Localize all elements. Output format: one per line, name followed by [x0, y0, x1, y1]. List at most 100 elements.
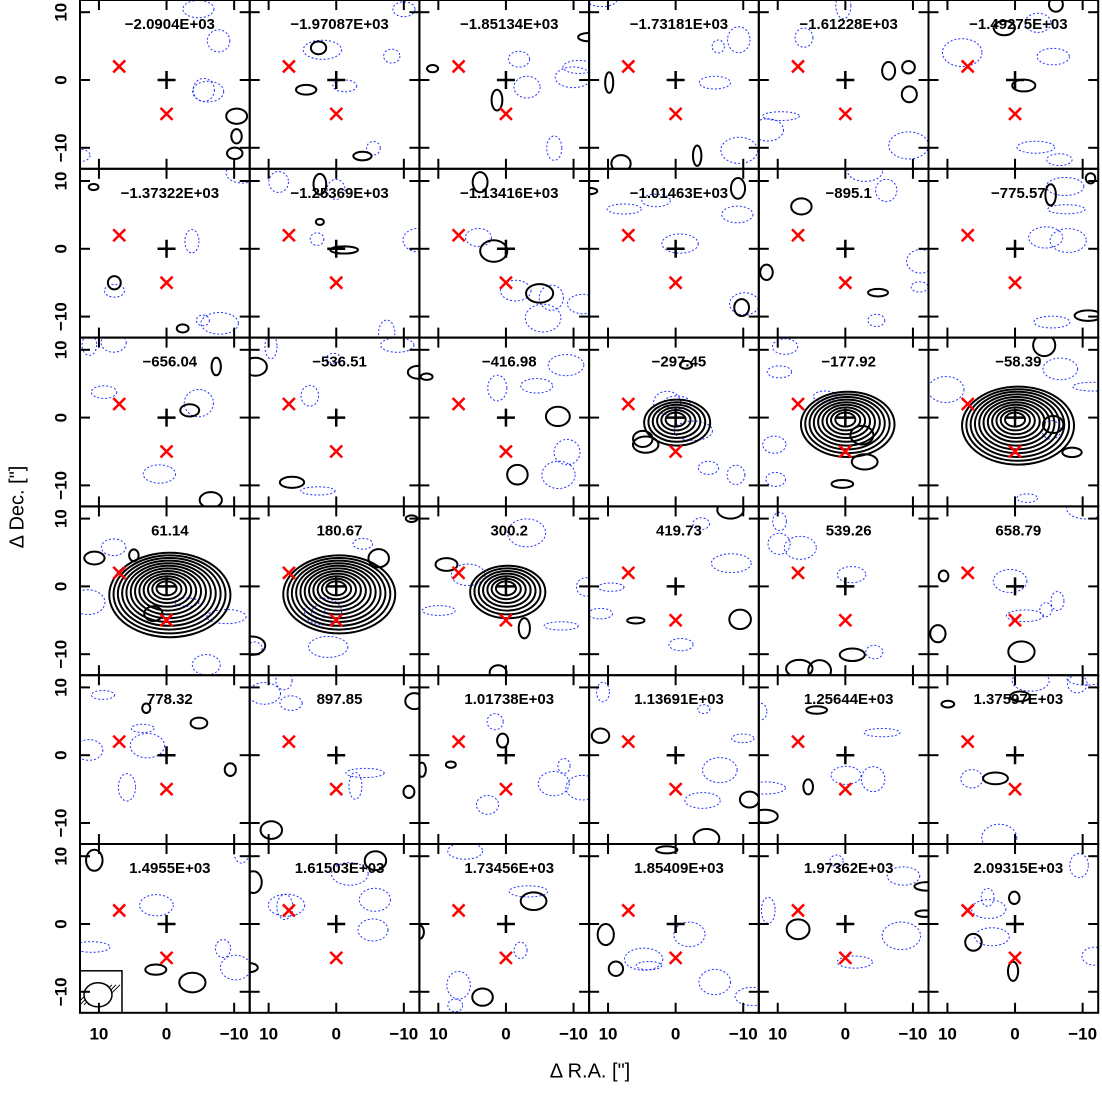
center-cross [1006, 746, 1024, 764]
negative-contour [1048, 205, 1085, 214]
y-tick-label: 0 [51, 413, 70, 422]
negative-contour [476, 796, 498, 815]
source-marker [622, 229, 634, 241]
negative-contour [234, 838, 250, 863]
source-marker [330, 108, 342, 120]
y-tick-label: 0 [51, 919, 70, 928]
channel-label: −58.39 [995, 354, 1041, 371]
negative-contour [868, 314, 885, 326]
x-tick-label: 0 [671, 1024, 680, 1043]
x-tick-label: −10 [389, 1024, 418, 1043]
negative-contour [71, 590, 105, 615]
source-marker [330, 277, 342, 289]
negative-contour [711, 554, 751, 573]
negative-contour [207, 30, 229, 52]
channel-label: 1.01738E+03 [464, 691, 554, 708]
source-marker [330, 952, 342, 964]
negative-contour [508, 51, 529, 67]
x-tick-label: 10 [259, 1024, 278, 1043]
center-cross [667, 577, 685, 595]
negative-contour [907, 250, 935, 274]
source-marker [161, 614, 173, 626]
positive-contour [930, 625, 945, 642]
positive-contour [179, 973, 205, 993]
negative-contour [558, 759, 570, 774]
y-tick-label: −10 [51, 302, 70, 331]
negative-contour [699, 969, 731, 994]
source-marker [839, 108, 851, 120]
positive-contour [490, 665, 507, 680]
x-tick-label: 0 [841, 1024, 850, 1043]
negative-contour [487, 714, 503, 730]
negative-contour [192, 655, 220, 675]
negative-contour [961, 770, 983, 788]
negative-contour [554, 439, 580, 464]
negative-contour [1040, 603, 1052, 617]
source-marker [161, 108, 173, 120]
positive-contour [84, 552, 104, 565]
x-tick-label: 10 [429, 1024, 448, 1043]
negative-contour [1029, 227, 1063, 248]
negative-contour [928, 377, 964, 403]
source-marker [839, 445, 851, 457]
positive-contour [245, 871, 262, 893]
negative-contour [752, 119, 784, 141]
negative-contour [911, 282, 928, 292]
x-tick-label: −10 [220, 1024, 249, 1043]
positive-contour [231, 129, 241, 143]
positive-contour [902, 86, 917, 102]
source-marker [113, 60, 125, 72]
source-marker [500, 783, 512, 795]
channel-label: −1.01463E+03 [630, 185, 728, 202]
panel: −1.01463E+03 [581, 169, 759, 338]
negative-contour [353, 538, 373, 549]
contours [422, 519, 596, 680]
negative-contour [196, 315, 209, 326]
panel: −58.39 [928, 334, 1102, 506]
y-tick-label: 10 [51, 847, 70, 866]
center-cross [497, 915, 515, 933]
source-marker [792, 736, 804, 748]
center-cross [836, 240, 854, 258]
panel: 1.25644E+03 [746, 675, 929, 844]
negative-contour [131, 724, 154, 732]
positive-contour [421, 374, 433, 380]
negative-contour [685, 793, 720, 809]
positive-contour [693, 145, 701, 165]
positive-contour [983, 773, 1008, 785]
panel: −895.1 [759, 162, 935, 338]
negative-contour [993, 569, 1027, 592]
source-marker [500, 445, 512, 457]
center-cross [836, 577, 854, 595]
negative-contour [766, 472, 786, 486]
negative-contour [728, 27, 750, 53]
center-cross [327, 71, 345, 89]
center-cross [836, 915, 854, 933]
channel-label: 300.2 [490, 522, 528, 539]
source-marker [962, 736, 974, 748]
source-marker [283, 398, 295, 410]
negative-contour [864, 728, 900, 736]
channel-label: 419.73 [656, 522, 702, 539]
center-cross [497, 240, 515, 258]
positive-contour [868, 289, 888, 297]
negative-contour [772, 339, 797, 355]
source-marker [670, 277, 682, 289]
y-tick-label: 10 [51, 340, 70, 359]
y-axis-label: Δ Dec. ["] [6, 466, 28, 549]
negative-contour [982, 824, 1017, 851]
panel: −1.85134E+03 [419, 0, 598, 169]
channel-label: −177.92 [821, 354, 876, 371]
positive-contour [244, 358, 267, 376]
positive-contour [546, 407, 570, 426]
positive-contour [177, 324, 189, 332]
source-marker [622, 736, 634, 748]
source-marker [670, 108, 682, 120]
negative-contour [1070, 854, 1089, 878]
panel: −1.97087E+03 [250, 0, 420, 169]
channel-label: −536.51 [312, 354, 367, 371]
negative-contour [889, 132, 929, 159]
